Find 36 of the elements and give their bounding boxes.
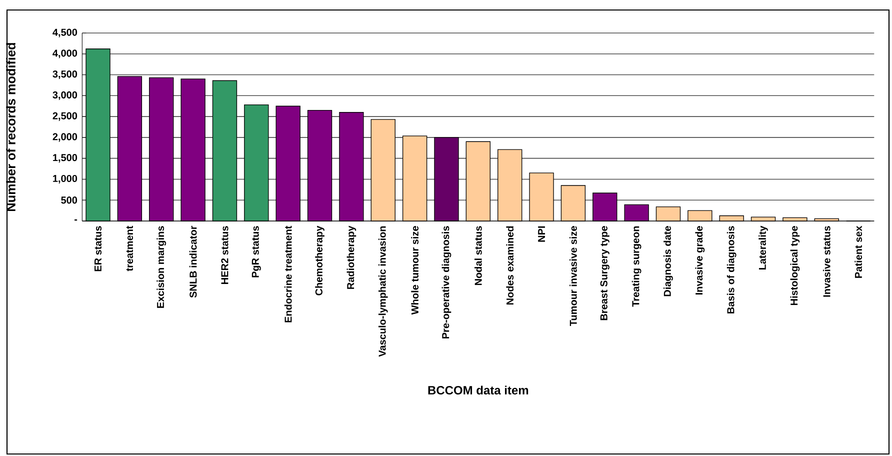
- x-tick-label: SNLB indicator: [189, 226, 197, 298]
- x-tick-label: Tumour invasive size: [570, 226, 577, 326]
- x-tick-label: Endocrine treatment: [284, 226, 292, 322]
- x-axis-title: BCCOM data item: [428, 386, 528, 395]
- x-tick-label: treatment: [126, 226, 134, 272]
- x-tick-label: Radiotherapy: [346, 226, 356, 289]
- x-tick-label: Diagnosis date: [664, 226, 673, 296]
- x-tick-label: Treating surgeon: [632, 226, 642, 307]
- x-tick-label: Whole tumour size: [411, 226, 418, 315]
- x-tick-label: Basis of diagnosis: [726, 226, 736, 314]
- y-tick-label: 1,000: [53, 174, 78, 184]
- y-tick-label: 4,000: [52, 50, 78, 58]
- y-tick-label: 1,500: [53, 154, 78, 163]
- x-tick-label: PgR status: [252, 226, 261, 278]
- x-tick-label: Pre-operative diagnosis: [442, 226, 452, 338]
- x-tick-label: Chemotherapy: [315, 226, 324, 296]
- x-tick-label: Nodes examined: [506, 226, 514, 305]
- x-tick-label: Vasculo-lymphatic invasion: [378, 226, 388, 357]
- x-tick-label: Nodal status: [474, 226, 482, 286]
- x-tick-label: Excision margins: [156, 226, 166, 308]
- y-tick-label: 500: [61, 196, 78, 204]
- y-tick-label: 2,500: [52, 112, 78, 121]
- y-tick-label: 3,000: [52, 91, 78, 100]
- x-tick-label: Histological type: [790, 226, 800, 306]
- x-tick-label: Laterality: [758, 226, 768, 270]
- y-tick-label: 4,500: [52, 28, 78, 38]
- x-tick-label: Patient sex: [854, 226, 862, 278]
- y-tick-label: -: [74, 219, 78, 221]
- x-tick-label: Breast Surgery type: [600, 226, 610, 320]
- x-tick-label: Invasive grade: [695, 226, 705, 295]
- x-tick-label: Invasive status: [822, 226, 830, 297]
- y-tick-label: 3,500: [52, 70, 78, 80]
- x-tick-label: ER status: [94, 226, 102, 272]
- x-tick-label: HER2 status: [221, 226, 228, 284]
- y-tick-label: 2,000: [52, 133, 78, 142]
- x-tick-label: NPI: [538, 226, 545, 242]
